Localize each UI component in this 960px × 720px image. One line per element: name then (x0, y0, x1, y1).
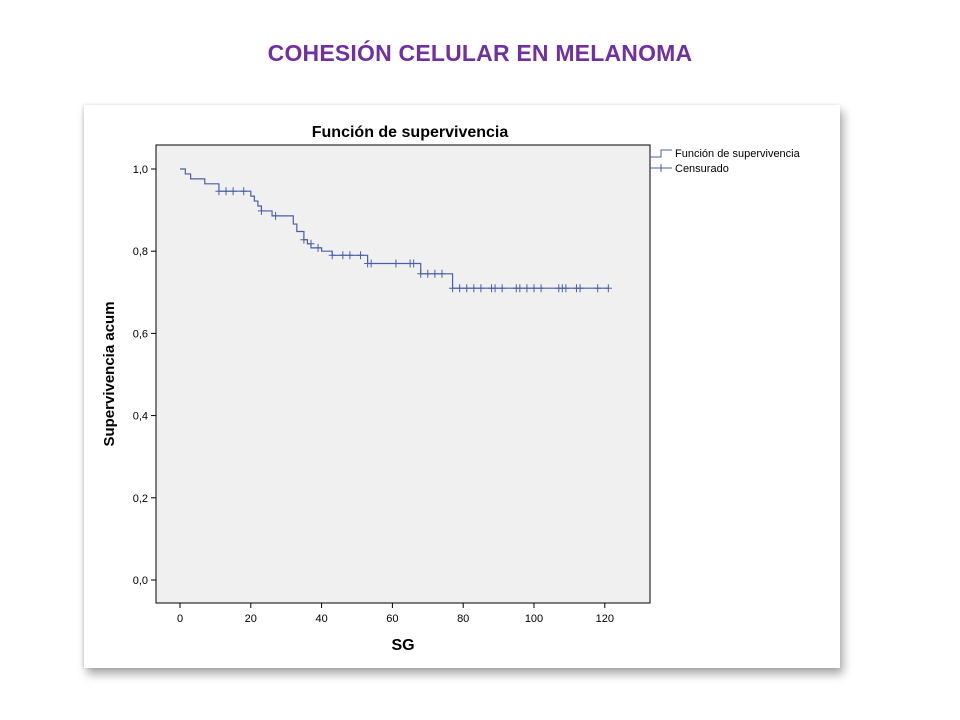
censor-mark (314, 243, 322, 252)
x-tick-label: 20 (245, 613, 257, 625)
censor-mark (516, 284, 524, 293)
censor-mark (562, 284, 570, 293)
x-tick-label: 60 (386, 613, 398, 625)
censor-mark (222, 187, 230, 196)
y-tick-label: 0,6 (133, 328, 148, 340)
y-tick-label: 0,0 (133, 575, 148, 587)
censor-mark (346, 251, 354, 260)
censor-mark (417, 269, 425, 278)
x-axis-title: SG (391, 637, 414, 654)
chart-figure: Función de supervivencia 0,0 0,2 0,4 0,6 0,8… (84, 105, 840, 668)
censor-mark (576, 284, 584, 293)
censor-mark (215, 187, 223, 196)
chart-title: Función de supervivencia (312, 124, 509, 141)
censor-mark (431, 269, 439, 278)
censor-mark (257, 206, 265, 215)
censor-mark (604, 284, 612, 293)
censor-mark (491, 284, 499, 293)
x-tick-label: 120 (596, 613, 614, 625)
censor-mark (523, 284, 531, 293)
censor-mark (240, 187, 248, 196)
censor-mark (424, 269, 432, 278)
censor-mark (367, 259, 375, 268)
y-axis: 0,0 0,2 0,4 0,6 0,8 1,0 (133, 164, 156, 587)
censor-mark (357, 251, 365, 260)
legend-step-swatch (650, 149, 672, 158)
censor-mark (300, 235, 308, 244)
censor-mark (456, 284, 464, 293)
censor-mark (410, 259, 418, 268)
censor-mark (438, 269, 446, 278)
legend-label-survival: Función de supervivencia (675, 148, 801, 160)
legend-label-censored: Censurado (675, 163, 729, 175)
censor-mark (229, 187, 237, 196)
censor-mark (392, 259, 400, 268)
censor-mark (477, 284, 485, 293)
y-tick-label: 0,4 (133, 411, 148, 423)
censor-layer (215, 187, 612, 293)
legend-censor-swatch (650, 164, 672, 172)
plot-area (155, 144, 651, 604)
x-tick-label: 0 (177, 613, 183, 625)
censor-mark (272, 211, 280, 220)
censor-mark (537, 284, 545, 293)
censor-mark (594, 284, 602, 293)
censor-mark (328, 251, 336, 260)
censor-mark (463, 284, 471, 293)
legend-item-censored: Censurado (650, 163, 729, 175)
y-axis-title: Supervivencia acum (101, 301, 118, 446)
legend-item-survival: Función de supervivencia (650, 148, 801, 160)
legend: Función de supervivencia Censurado (650, 148, 801, 175)
censor-mark (339, 251, 347, 260)
x-tick-label: 80 (457, 613, 469, 625)
censor-mark (449, 284, 457, 293)
x-tick-label: 100 (525, 613, 543, 625)
survival-chart: Función de supervivencia 0,0 0,2 0,4 0,6 0,8… (101, 124, 801, 654)
slide-title: COHESIÓN CELULAR EN MELANOMA (267, 40, 693, 66)
y-tick-label: 0,8 (133, 246, 148, 258)
censor-mark (470, 284, 478, 293)
censor-mark (530, 284, 538, 293)
y-tick-label: 1,0 (133, 164, 148, 176)
censor-mark (498, 284, 506, 293)
censor-mark (307, 239, 315, 248)
y-tick-label: 0,2 (133, 493, 148, 505)
x-tick-label: 40 (315, 613, 327, 625)
x-axis: 0 20 40 60 80 100 120 (177, 603, 614, 625)
